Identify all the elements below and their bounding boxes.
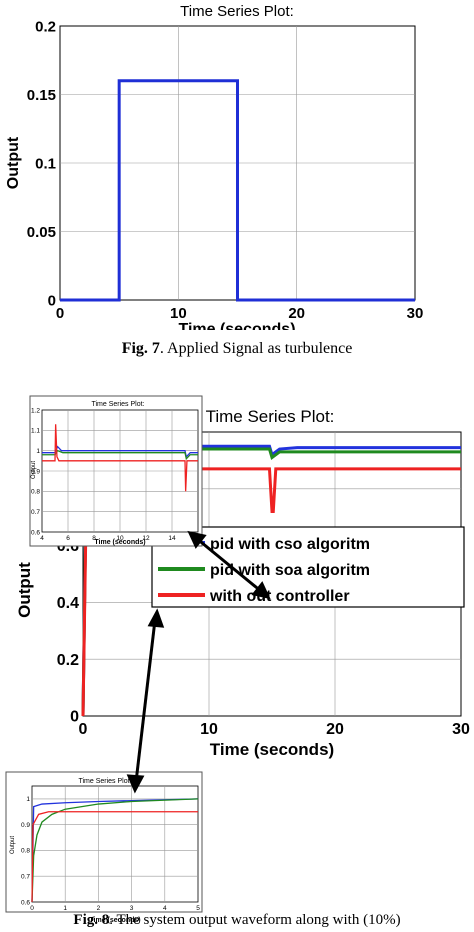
y-tick-label: 0 [70,709,79,726]
legend-entry-cso: pid with cso algoritm [210,536,370,553]
y-tick-label: 0.9 [21,822,30,829]
x-tick-label: 5 [196,905,200,912]
fig8-caption-prefix: Fig. 8 [73,912,110,928]
x-tick-label: 4 [163,905,167,912]
x-tick-label: 10 [116,535,124,542]
x-tick-label: 1 [63,905,67,912]
y-tick-label: 0.2 [35,18,56,35]
inset-top-xlabel: Time (seconds) [94,539,145,546]
series-line-0 [60,79,415,302]
y-tick-label: 0 [48,292,56,309]
y-tick-label: 0.9 [31,468,40,475]
x-tick-label: 30 [407,305,424,322]
fig7-title: Time Series Plot: [180,3,294,20]
y-tick-label: 0.8 [21,848,30,855]
x-tick-label: 10 [200,721,218,738]
fig7-caption: Fig. 7. Applied Signal as turbulence [0,340,474,358]
arrow-bottom-head [126,774,145,794]
fig8-caption-text: . The system output waveform along with … [109,912,401,928]
legend-entry-no-controller: with out controller [209,588,350,605]
y-tick-label: 0.8 [31,489,40,496]
y-tick-label: 0.7 [21,873,30,880]
y-tick-label: 1.1 [31,428,40,435]
x-tick-label: 3 [130,905,134,912]
fig7-series [60,79,415,302]
fig7-caption-prefix: Fig. 7 [121,340,160,357]
figure-7-chart: Time Series Plot: 0 10 20 30 0 0.05 0.1 0.15 0.2… [5,3,424,330]
x-tick-label: 20 [288,305,305,322]
fig7-tick-labels: 0 10 20 30 0 0.05 0.1 0.15 0.2 [27,18,424,322]
fig8-legend: pid with cso algoritm pid with soa algor… [151,526,465,608]
inset-top-title: Time Series Plot: [91,401,144,408]
x-tick-label: 30 [452,721,470,738]
y-tick-label: 0.1 [35,155,56,172]
fig8-title: Time Series Plot: [206,407,335,426]
y-tick-label: 0.05 [27,224,56,241]
x-tick-label: 0 [79,721,88,738]
inset-bottom-ylabel: Output [10,836,16,854]
arrow-bottom [134,619,157,783]
x-tick-label: 14 [168,535,176,542]
inset-bottom-title: Time Series Plot [78,778,129,785]
x-tick-label: 4 [40,535,44,542]
arrow-top-head [187,530,207,549]
y-tick-label: 1 [26,796,30,803]
x-tick-label: 8 [92,535,96,542]
series-line-2 [42,424,198,492]
fig7-ylabel: Output [5,136,22,189]
arrow-bottom-tail [147,608,165,628]
y-tick-label: 0.4 [57,595,79,612]
legend-entry-soa: pid with soa algoritm [210,562,370,579]
x-tick-label: 12 [142,535,150,542]
inset-bottom-xlabel: Time (seconds) [89,917,140,924]
arrow-top-tail [251,581,271,600]
inset-top-ylabel: Output [31,461,37,479]
y-tick-label: 0.7 [31,509,40,516]
fig8-inset-top: Time Series Plot: 4 6 8 10 12 14 0.6 0.7 0.8 0.9 1… [29,395,203,547]
y-tick-label: 1.2 [31,407,40,414]
series-line-1 [31,798,199,903]
y-tick-label: 0.2 [57,652,79,669]
y-tick-label: 1 [36,448,40,455]
fig8-inset-bottom: Time Series Plot 0 1 2 3 4 5 0.6 0.7 0.8 0.9 1 Tim… [5,771,203,924]
x-tick-label: 0 [56,305,64,322]
fig7-caption-text: . Applied Signal as turbulence [159,340,353,357]
zoom-arrows [126,530,271,794]
arrow-top [195,536,263,594]
x-tick-label: 20 [326,721,344,738]
fig8-ylabel: Output [15,562,34,618]
x-tick-label: 2 [97,905,101,912]
y-tick-label: 0.6 [21,899,30,906]
series-line-0 [31,798,199,903]
fig8-xlabel: Time (seconds) [210,740,334,759]
y-tick-label: 0.15 [27,87,56,104]
series-line-2 [31,811,198,903]
x-tick-label: 6 [66,535,70,542]
fig7-xlabel: Time (seconds) [178,321,295,330]
x-tick-label: 0 [30,905,34,912]
y-tick-label: 0.6 [31,529,40,536]
x-tick-label: 10 [170,305,187,322]
fig8-caption: Fig. 8. The system output waveform along… [0,912,474,929]
